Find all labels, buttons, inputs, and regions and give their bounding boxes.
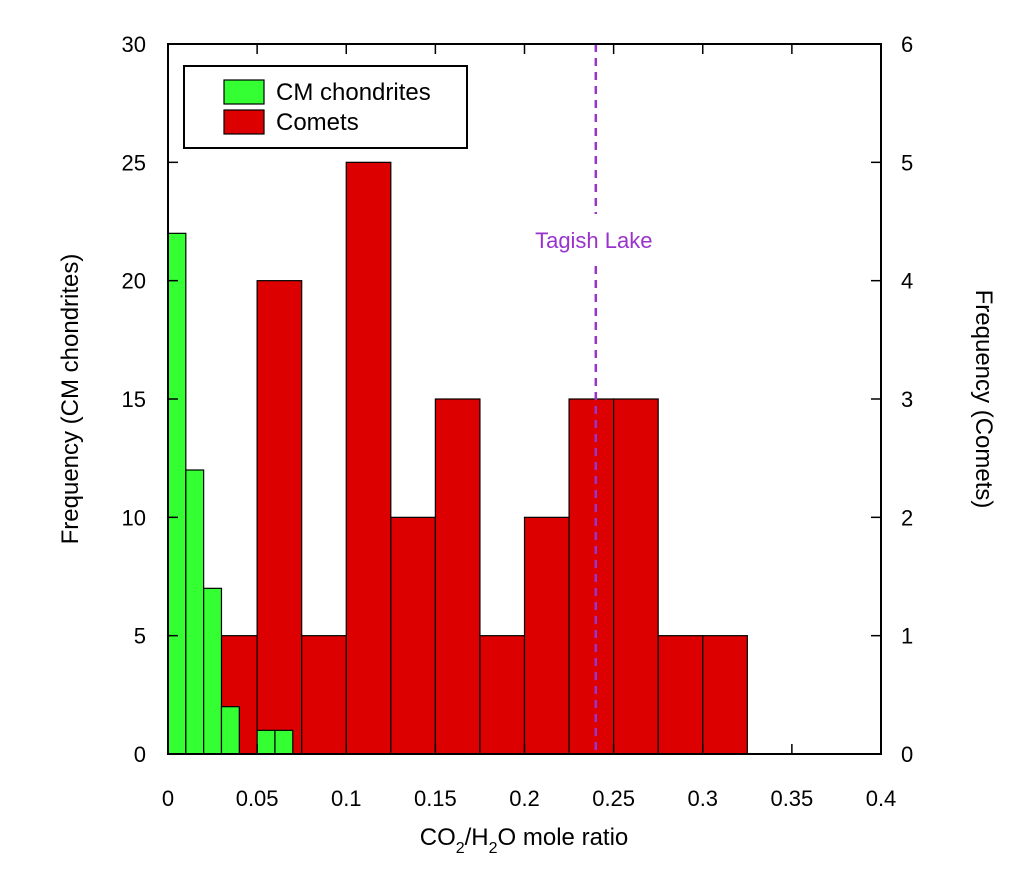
bar-cm-chondrites	[203, 587, 223, 755]
bar-comets	[256, 280, 303, 755]
x-axis-title-part: O mole ratio	[498, 824, 629, 851]
bar-comets	[702, 635, 748, 755]
legend: CM chondrites Comets	[183, 65, 468, 149]
bar-cm-chondrites	[220, 706, 240, 755]
y-tick-label-left: 15	[122, 387, 146, 412]
legend-swatch	[223, 109, 265, 135]
x-tick-label: 0.35	[770, 786, 813, 811]
bar-comets	[434, 398, 481, 755]
x-axis-title-part: /H	[465, 824, 489, 851]
bar-cm-chondrites	[256, 729, 276, 755]
y-tick-label-right: 2	[901, 505, 913, 530]
y-tick-label-left: 30	[122, 32, 146, 57]
bar-comets	[479, 635, 526, 755]
y-tick-label-left: 5	[134, 624, 146, 649]
legend-swatch	[223, 79, 265, 105]
bar-comets	[613, 398, 659, 755]
y-tick-label-right: 0	[901, 742, 913, 767]
y-axis-left-title: Frequency (CM chondrites)	[57, 254, 84, 545]
x-tick-label: 0.4	[866, 786, 897, 811]
y-axis-right-title: Frequency (Comets)	[970, 290, 997, 509]
y-tick-label-left: 10	[122, 505, 146, 530]
x-axis-title-subscript: 2	[456, 840, 465, 857]
bar-comets	[345, 161, 392, 755]
x-tick-label: 0.2	[509, 786, 540, 811]
x-tick-label: 0.3	[687, 786, 718, 811]
x-tick-label: 0.15	[414, 786, 457, 811]
bar-cm-chondrites	[167, 232, 187, 755]
y-tick-label-right: 4	[901, 269, 913, 294]
x-axis-title: CO2/H2O mole ratio	[420, 824, 629, 857]
bar-comets	[390, 516, 436, 755]
tagish-lake-label: Tagish Lake	[535, 228, 652, 253]
x-tick-label: 0.1	[331, 786, 362, 811]
bar-cm-chondrites	[274, 729, 294, 755]
y-tick-label-right: 6	[901, 32, 913, 57]
legend-label: Comets	[276, 109, 359, 136]
bar-comets	[657, 635, 704, 755]
x-tick-label: 0.05	[236, 786, 279, 811]
y-tick-label-right: 5	[901, 150, 913, 175]
ticks-layer: 0 0.05 0.1 0.15 0.2 0.25 0.3 0.35 0.405101520253…	[122, 32, 914, 811]
y-tick-label-left: 0	[134, 742, 146, 767]
annotation-layer: Tagish Lake	[535, 44, 653, 754]
y-tick-label-left: 20	[122, 269, 146, 294]
x-tick-label: 0	[162, 786, 174, 811]
x-tick-label: 0.25	[592, 786, 635, 811]
bar-comets	[523, 516, 570, 755]
x-axis-title-subscript: 2	[489, 840, 498, 857]
legend-label: CM chondrites	[276, 79, 431, 106]
y-tick-label-right: 1	[901, 624, 913, 649]
bars-layer	[167, 161, 748, 755]
x-axis-title-part: CO	[420, 824, 456, 851]
y-tick-label-left: 25	[122, 150, 146, 175]
y-tick-label-right: 3	[901, 387, 913, 412]
bar-cm-chondrites	[185, 469, 205, 755]
bar-comets	[568, 398, 615, 755]
bar-comets	[301, 635, 347, 755]
